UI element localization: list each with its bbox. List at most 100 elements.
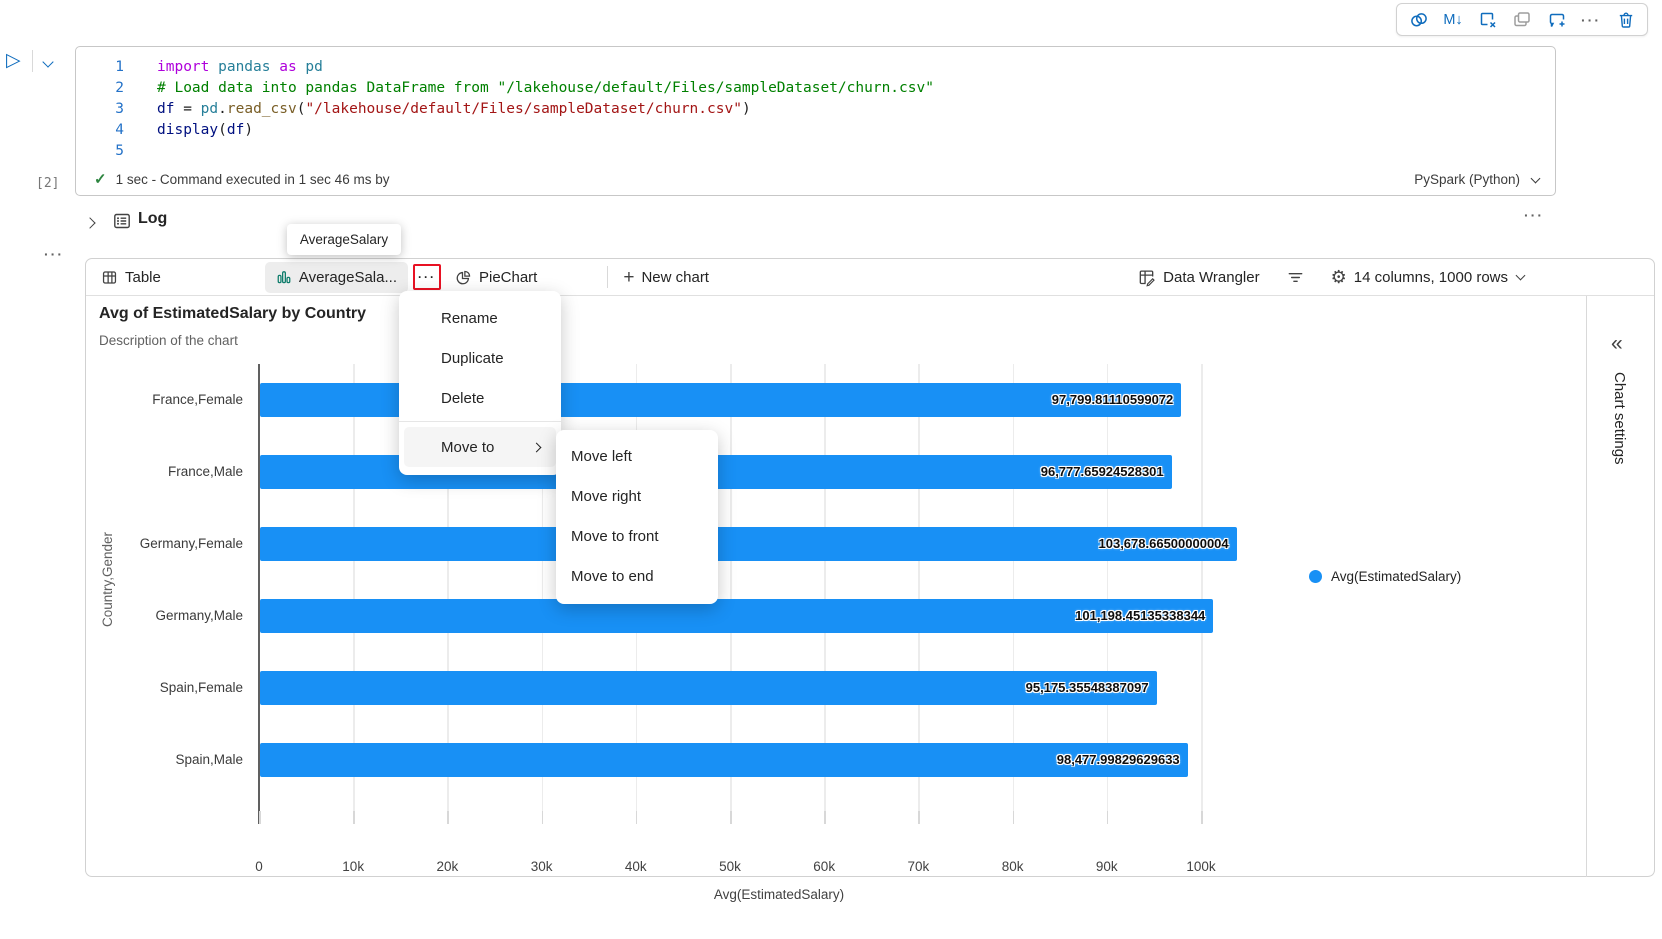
column-settings-button[interactable]: ⚙ 14 columns, 1000 rows bbox=[1330, 267, 1526, 287]
add-comment-button[interactable] bbox=[1544, 7, 1570, 33]
gridline bbox=[1012, 364, 1015, 811]
bar-value-label: 98,477.99829629633 bbox=[1056, 752, 1180, 767]
run-options-chevron-icon[interactable] bbox=[42, 53, 54, 71]
code-text: import pandas as pd bbox=[157, 59, 323, 75]
menu-item-rename[interactable]: Rename bbox=[441, 310, 498, 327]
code-cell[interactable]: 1 import pandas as pd 2 # Load data into pa… bbox=[75, 46, 1556, 196]
log-more-icon[interactable]: ··· bbox=[1524, 207, 1544, 223]
data-wrangler-icon bbox=[1137, 268, 1156, 287]
more-actions-button[interactable]: ··· bbox=[1578, 7, 1604, 33]
chart-legend[interactable]: Avg(EstimatedSalary) bbox=[1309, 569, 1461, 584]
filter-button[interactable] bbox=[1286, 268, 1305, 287]
code-text: # Load data into pandas DataFrame from "… bbox=[157, 80, 934, 96]
axis-tick bbox=[1201, 811, 1203, 824]
divider bbox=[607, 266, 609, 288]
log-expand-chevron-icon[interactable] bbox=[84, 214, 96, 232]
delete-cell-button[interactable] bbox=[1613, 7, 1639, 33]
divider bbox=[399, 421, 561, 422]
bar-value-label: 101,198.45135338344 bbox=[1075, 608, 1206, 623]
tab-more-options-button[interactable]: ··· bbox=[412, 264, 441, 290]
code-line[interactable]: 5 bbox=[76, 141, 1555, 162]
menu-item-duplicate[interactable]: Duplicate bbox=[441, 350, 504, 367]
x-tick-label: 30k bbox=[530, 859, 553, 874]
legend-label: Avg(EstimatedSalary) bbox=[1331, 569, 1462, 584]
x-tick-label: 90k bbox=[1095, 859, 1118, 874]
axis-tick bbox=[635, 811, 638, 824]
bar-row: Germany,Male 101,198.45135338344 bbox=[155, 580, 1299, 652]
menu-item-move-to[interactable]: Move to bbox=[404, 427, 556, 467]
new-chart-label: New chart bbox=[641, 268, 709, 286]
tab-more-icon: ··· bbox=[417, 270, 436, 284]
gear-icon: ⚙ bbox=[1330, 267, 1347, 287]
language-picker[interactable]: PySpark (Python) bbox=[1414, 172, 1541, 187]
code-text: display(df) bbox=[157, 122, 254, 138]
output-tabbar: Table AverageSala... ··· bbox=[86, 259, 1654, 296]
line-number: 1 bbox=[115, 59, 124, 75]
line-number: 4 bbox=[115, 122, 124, 138]
gridline bbox=[541, 364, 544, 811]
log-section-title[interactable]: Log bbox=[138, 210, 168, 227]
x-tick-label: 40k bbox=[624, 859, 647, 874]
gridline bbox=[730, 364, 732, 811]
bar[interactable]: 103,678.66500000004 bbox=[260, 527, 1237, 561]
data-wrangler-label: Data Wrangler bbox=[1163, 268, 1260, 286]
bar-value-label: 96,777.65924528301 bbox=[1040, 464, 1164, 479]
legend-swatch bbox=[1309, 570, 1322, 583]
y-axis-line bbox=[258, 364, 260, 824]
copy-cell-button[interactable] bbox=[1509, 7, 1535, 33]
tab-piechart[interactable]: PieChart bbox=[455, 269, 537, 286]
axis-tick bbox=[541, 811, 544, 824]
code-line[interactable]: 1 import pandas as pd bbox=[76, 57, 1555, 78]
tab-table-label: Table bbox=[125, 268, 161, 286]
submenu-item-move-right[interactable]: Move right bbox=[571, 488, 642, 505]
context-menu-items: Rename Duplicate Delete bbox=[399, 299, 561, 419]
submenu-item-move-to-end[interactable]: Move to end bbox=[571, 568, 654, 585]
data-wrangler-button[interactable]: Data Wrangler bbox=[1137, 268, 1260, 287]
output-more-icon[interactable]: ··· bbox=[44, 246, 64, 262]
clear-output-button[interactable] bbox=[1475, 7, 1501, 33]
code-editor[interactable]: 1 import pandas as pd 2 # Load data into pa… bbox=[76, 57, 1555, 162]
menu-item-delete[interactable]: Delete bbox=[441, 390, 485, 407]
tab-piechart-label: PieChart bbox=[478, 268, 538, 286]
markdown-button[interactable]: M↓ bbox=[1440, 7, 1466, 33]
copilot-button[interactable] bbox=[1406, 7, 1432, 33]
gridline bbox=[1201, 364, 1203, 811]
tab-average-salary[interactable]: AverageSala... bbox=[264, 261, 408, 293]
add-comment-icon bbox=[1547, 10, 1567, 30]
log-list-icon bbox=[112, 211, 132, 231]
new-chart-button[interactable]: + New chart bbox=[623, 268, 709, 287]
y-category-label: Germany,Female bbox=[139, 536, 243, 551]
code-line[interactable]: 2 # Load data into pandas DataFrame from … bbox=[76, 78, 1555, 99]
collapse-panel-icon[interactable]: « bbox=[1611, 332, 1623, 355]
run-cell-button[interactable]: ▷ bbox=[6, 50, 21, 71]
code-line[interactable]: 4 display(df) bbox=[76, 120, 1555, 141]
copilot-icon bbox=[1409, 10, 1429, 30]
execution-count: [2] bbox=[36, 176, 60, 191]
filter-icon bbox=[1286, 268, 1305, 287]
bar-row: Spain,Female 95,175.35548387097 bbox=[160, 652, 1299, 724]
plus-icon: + bbox=[623, 266, 635, 288]
gridline bbox=[1106, 364, 1109, 811]
data-tools: Data Wrangler ⚙ 14 columns, 1000 rows bbox=[1137, 267, 1526, 287]
bar[interactable]: 101,198.45135338344 bbox=[260, 599, 1214, 633]
x-tick-label: 10k bbox=[342, 859, 365, 874]
line-number: 3 bbox=[115, 101, 124, 117]
code-line[interactable]: 3 df = pd.read_csv("/lakehouse/default/Fi… bbox=[76, 99, 1555, 120]
chart-settings-title[interactable]: Chart settings bbox=[1611, 372, 1628, 465]
x-tick-label: 70k bbox=[907, 859, 930, 874]
bar[interactable]: 95,175.35548387097 bbox=[260, 671, 1157, 705]
success-check-icon: ✓ bbox=[94, 171, 107, 188]
bar-row: Germany,Female 103,678.66500000004 bbox=[140, 508, 1299, 580]
tab-table[interactable]: Table bbox=[101, 269, 161, 286]
submenu-item-move-to-front[interactable]: Move to front bbox=[571, 528, 659, 545]
tab-context-menu: Rename Duplicate Delete Move to bbox=[399, 291, 561, 475]
gridline bbox=[447, 364, 449, 811]
axis-tick bbox=[447, 811, 449, 824]
gridline bbox=[353, 364, 355, 811]
submenu-item-move-left[interactable]: Move left bbox=[571, 448, 632, 465]
bar[interactable]: 98,477.99829629633 bbox=[260, 743, 1188, 777]
gridline bbox=[918, 364, 920, 811]
chevron-down-icon bbox=[1515, 270, 1526, 281]
x-tick-label: 50k bbox=[719, 859, 741, 874]
